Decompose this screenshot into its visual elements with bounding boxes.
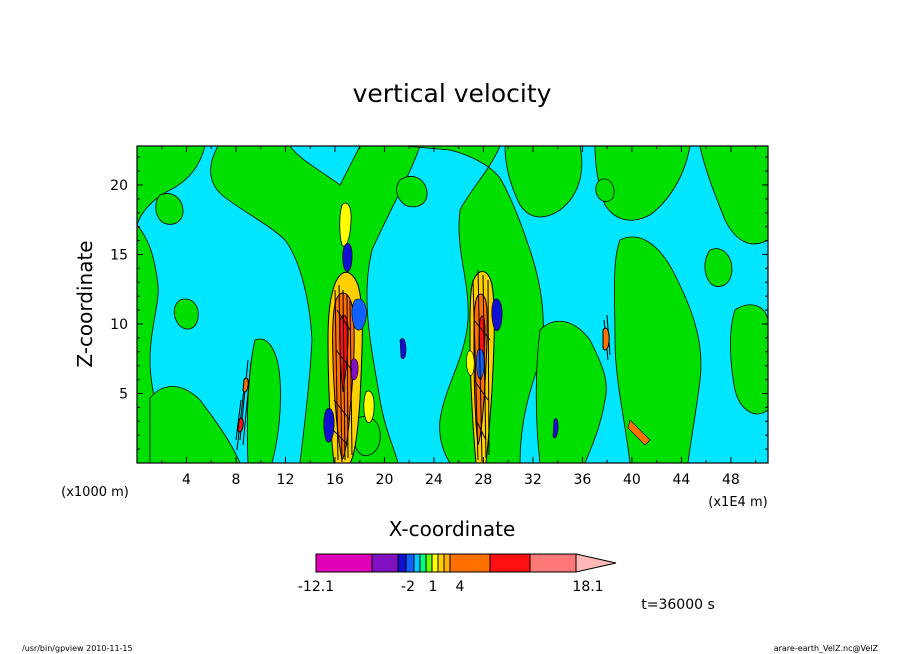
plot-area <box>137 146 768 463</box>
colorbar-segment <box>405 553 415 573</box>
scattered-cells <box>399 338 651 446</box>
x-tick-label: 44 <box>672 472 690 488</box>
y-tick-label: 20 <box>110 178 128 194</box>
y-axis-label: Z-coordinate <box>73 240 97 367</box>
colorbar-segment <box>529 553 577 573</box>
x-tick-label: 24 <box>425 472 443 488</box>
colorbar-segment <box>431 553 439 573</box>
x-axis: 4 8 12 16 20 24 28 32 36 40 44 48 <box>161 146 757 488</box>
colorbar-label: 1 <box>429 579 438 595</box>
colorbar-labels: -12.1 -2 1 4 18.1 <box>298 579 604 595</box>
x-tick-label: 40 <box>623 472 641 488</box>
x-tick-label: 16 <box>326 472 344 488</box>
convective-core-x17 <box>323 202 375 463</box>
convective-core-x9 <box>235 359 252 451</box>
colorbar-segment <box>315 553 373 573</box>
y-unit-label: (x1000 m) <box>61 485 129 500</box>
x-tick-label: 12 <box>277 472 295 488</box>
x-tick-label: 20 <box>376 472 394 488</box>
footer-left: /usr/bin/gpview 2010-11-15 <box>22 644 133 653</box>
colorbar-segment <box>397 553 407 573</box>
colorbar-label: -12.1 <box>298 579 334 595</box>
y-tick-label: 10 <box>110 317 128 333</box>
colorbar-segment <box>449 553 491 573</box>
plot-frame <box>136 145 769 464</box>
colorbar-segment <box>419 553 427 573</box>
colorbar-segment <box>489 553 531 573</box>
colorbar-arrow <box>575 553 617 573</box>
time-label: t=36000 s <box>641 597 715 613</box>
x-tick-label: 8 <box>232 472 241 488</box>
y-tick-label: 5 <box>119 386 128 402</box>
colorbar-segment <box>425 553 433 573</box>
convective-core-x38 <box>602 314 611 361</box>
x-tick-label: 36 <box>573 472 591 488</box>
footer-right: arare-earth_VelZ.nc@VelZ <box>774 644 879 653</box>
colorbar-segment <box>437 553 445 573</box>
colorbar-segment <box>413 553 421 573</box>
colorbar-segment <box>371 553 399 573</box>
colorbar-segment <box>443 553 451 573</box>
x-tick-label: 28 <box>475 472 493 488</box>
convective-core-x28 <box>466 269 503 463</box>
y-tick-label: 15 <box>110 247 128 263</box>
x-tick-label: 4 <box>182 472 191 488</box>
colorbar-label: 18.1 <box>572 579 603 595</box>
colorbar-label: -2 <box>401 579 415 595</box>
x-tick-label: 48 <box>722 472 740 488</box>
chart-title: vertical velocity <box>353 79 552 108</box>
y-axis: 5 10 15 20 <box>110 156 768 450</box>
x-axis-label: X-coordinate <box>389 517 516 541</box>
x-tick-label: 32 <box>524 472 542 488</box>
colorbar-label: 4 <box>456 579 465 595</box>
x-unit-label: (x1E4 m) <box>708 495 767 510</box>
colorbar <box>315 553 617 573</box>
